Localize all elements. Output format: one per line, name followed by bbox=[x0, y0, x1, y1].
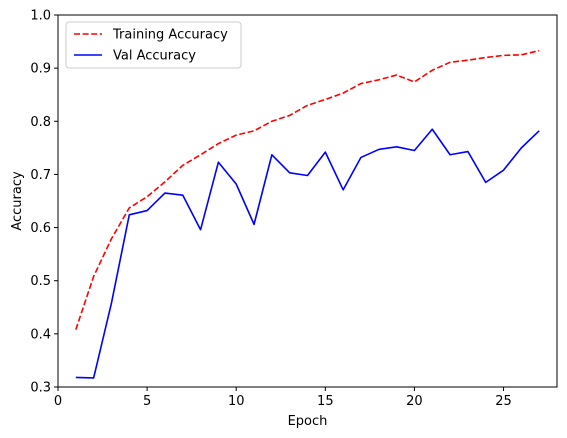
x-tick-label: 15 bbox=[317, 394, 334, 409]
x-ticks: 0 5 10 15 20 25 bbox=[54, 387, 512, 409]
y-axis-label: Accuracy bbox=[10, 171, 25, 231]
x-tick-label: 25 bbox=[495, 394, 512, 409]
x-tick-label: 10 bbox=[228, 394, 245, 409]
x-tick-label: 5 bbox=[143, 394, 151, 409]
series-line-training-accuracy bbox=[75, 49, 540, 330]
series-layer bbox=[75, 49, 540, 379]
y-ticks: 0.3 0.4 0.5 0.6 0.7 0.8 0.9 1.0 bbox=[30, 9, 58, 396]
legend: Training Accuracy Val Accuracy bbox=[65, 21, 242, 69]
x-axis-label: Epoch bbox=[288, 414, 328, 429]
plot-area bbox=[58, 15, 557, 387]
plot-frame bbox=[57, 14, 558, 388]
y-tick-label: 0.6 bbox=[30, 221, 51, 236]
y-tick-label: 0.3 bbox=[30, 381, 51, 396]
x-tick-label: 20 bbox=[406, 394, 423, 409]
y-tick-label: 0.7 bbox=[30, 168, 51, 183]
y-tick-label: 0.9 bbox=[30, 62, 51, 77]
series-line-val-accuracy bbox=[75, 128, 540, 379]
y-tick-label: 0.5 bbox=[30, 274, 51, 289]
y-tick-label: 0.8 bbox=[30, 115, 51, 130]
y-tick-label: 0.4 bbox=[30, 327, 51, 342]
legend-label: Training Accuracy bbox=[112, 28, 228, 43]
x-tick-label: 0 bbox=[54, 394, 62, 409]
legend-box bbox=[65, 21, 242, 69]
legend-label: Val Accuracy bbox=[113, 49, 196, 64]
y-tick-label: 1.0 bbox=[30, 9, 51, 24]
